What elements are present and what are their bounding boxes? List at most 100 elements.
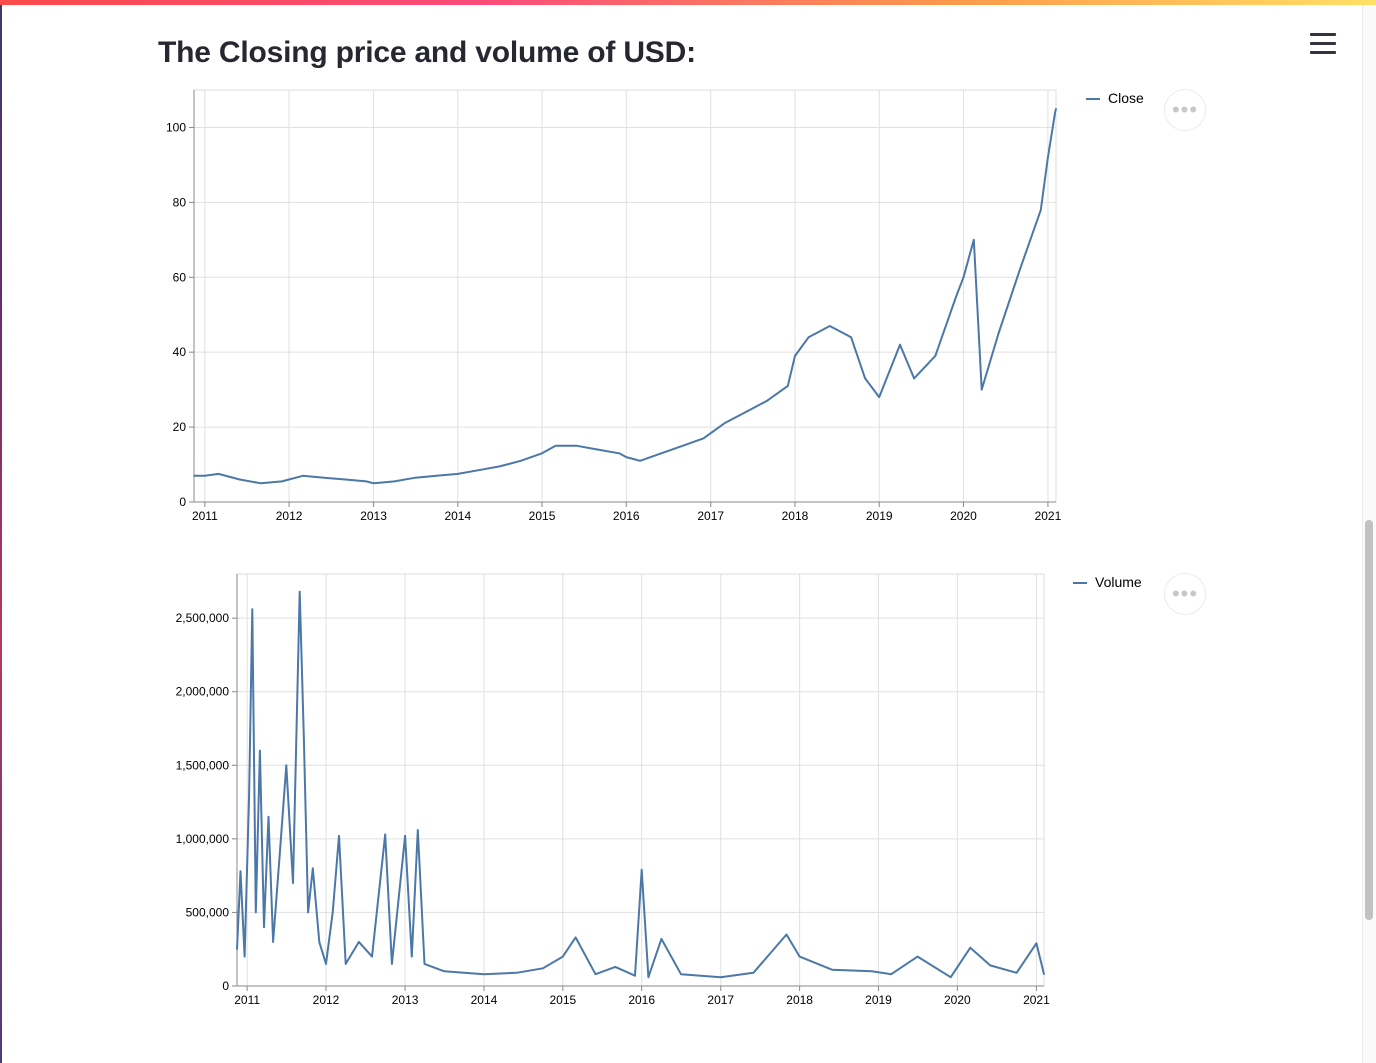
data-point xyxy=(457,473,459,475)
data-point xyxy=(255,911,257,914)
menu-bar xyxy=(1310,33,1336,36)
more-dots-icon: ••• xyxy=(1171,581,1199,606)
volume-chart-more-button[interactable]: ••• xyxy=(1164,573,1206,615)
data-point xyxy=(498,465,501,468)
data-point xyxy=(323,476,326,479)
data-point xyxy=(238,478,241,481)
data-point xyxy=(660,452,663,455)
data-point xyxy=(303,735,305,737)
data-point xyxy=(414,476,417,479)
data-point xyxy=(597,448,599,451)
data-point xyxy=(878,396,880,398)
data-point xyxy=(766,400,768,402)
data-point xyxy=(969,946,972,949)
series-line-volume xyxy=(236,590,1045,979)
data-point xyxy=(384,833,387,836)
data-point xyxy=(890,973,892,975)
volume-legend-label: Volume xyxy=(1095,574,1142,590)
data-point xyxy=(331,911,334,914)
data-point xyxy=(1035,942,1038,945)
data-point xyxy=(477,469,480,472)
x-tick-label: 2014 xyxy=(471,993,498,1007)
data-point xyxy=(298,590,301,593)
x-tick-label: 2018 xyxy=(786,993,813,1007)
hamburger-menu-icon[interactable] xyxy=(1310,33,1336,57)
data-point xyxy=(871,970,873,973)
x-tick-label: 2020 xyxy=(944,993,971,1007)
data-point xyxy=(681,445,684,447)
data-point xyxy=(344,963,347,965)
data-point xyxy=(1019,269,1021,271)
data-point xyxy=(281,480,283,483)
data-point xyxy=(292,882,294,884)
data-point xyxy=(997,332,1000,335)
data-point xyxy=(358,941,360,943)
y-tick-label: 0 xyxy=(222,979,229,993)
data-point xyxy=(279,852,281,855)
data-point xyxy=(913,377,915,380)
x-tick-label: 2016 xyxy=(628,993,655,1007)
data-point xyxy=(236,948,238,950)
close-legend-label: Close xyxy=(1108,90,1144,106)
data-point xyxy=(640,869,643,871)
data-point xyxy=(344,478,347,481)
y-tick-label: 60 xyxy=(173,270,187,284)
data-point xyxy=(541,452,543,455)
data-point xyxy=(515,972,518,974)
x-tick-label: 2019 xyxy=(865,993,892,1007)
scrollbar-thumb[interactable] xyxy=(1365,520,1373,920)
data-point xyxy=(660,938,663,940)
volume-legend-swatch xyxy=(1073,582,1087,585)
data-point xyxy=(272,941,274,943)
data-point xyxy=(614,966,617,968)
data-point xyxy=(251,608,254,611)
data-point xyxy=(365,480,368,483)
data-point xyxy=(955,295,958,297)
x-tick-label: 2016 xyxy=(613,509,640,523)
data-point xyxy=(794,355,796,357)
y-tick-label: 1,500,000 xyxy=(176,758,230,772)
close-legend-swatch xyxy=(1086,98,1100,101)
data-point xyxy=(542,967,544,970)
data-point xyxy=(831,969,834,971)
data-point xyxy=(285,764,288,767)
close-legend: Close xyxy=(1086,90,1144,106)
x-tick-label: 2013 xyxy=(392,993,419,1007)
data-point xyxy=(980,388,983,391)
data-point xyxy=(989,964,991,967)
data-point xyxy=(417,829,419,831)
data-point xyxy=(435,475,438,477)
x-tick-label: 2013 xyxy=(360,509,387,523)
data-point xyxy=(338,835,340,837)
x-tick-label: 2018 xyxy=(782,509,809,523)
data-point xyxy=(239,870,242,872)
data-point xyxy=(785,933,788,936)
menu-bar xyxy=(1310,51,1336,54)
data-point xyxy=(325,963,327,965)
data-point xyxy=(248,793,250,796)
data-point xyxy=(744,411,747,413)
data-point xyxy=(916,955,919,958)
y-tick-label: 80 xyxy=(173,195,187,209)
data-point xyxy=(647,976,650,978)
menu-bar xyxy=(1310,42,1336,45)
data-point xyxy=(618,452,620,455)
x-tick-label: 2021 xyxy=(1035,509,1062,523)
data-point xyxy=(217,473,220,475)
close-chart-more-button[interactable]: ••• xyxy=(1164,89,1206,131)
data-point xyxy=(1047,156,1049,159)
data-point xyxy=(787,385,789,387)
data-point xyxy=(243,955,246,958)
x-tick-label: 2014 xyxy=(444,509,471,523)
y-tick-label: 1,000,000 xyxy=(176,832,230,846)
data-point xyxy=(1055,107,1057,110)
data-point xyxy=(554,445,557,447)
data-point xyxy=(259,749,261,752)
x-tick-label: 2020 xyxy=(950,509,977,523)
data-point xyxy=(372,482,375,485)
data-point xyxy=(391,963,393,965)
data-point xyxy=(318,941,321,943)
data-point xyxy=(263,926,265,928)
data-point xyxy=(307,911,309,914)
x-tick-label: 2015 xyxy=(549,993,576,1007)
